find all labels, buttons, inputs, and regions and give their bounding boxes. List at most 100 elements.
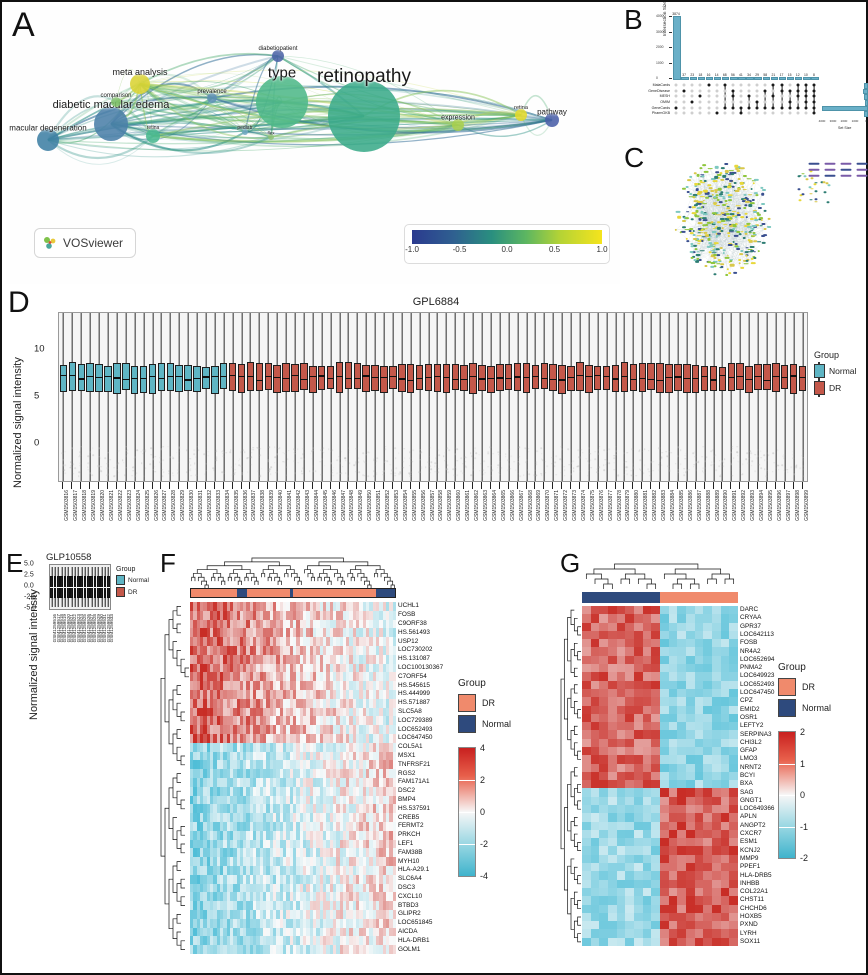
keyword-node[interactable] (207, 93, 217, 103)
heatmap-cell (362, 654, 367, 664)
heatmap-cell (223, 769, 227, 778)
boxplot-outlier (704, 460, 707, 462)
heatmap-cell (712, 630, 721, 640)
heatmap-cell (362, 883, 367, 893)
heatmap-cell (259, 690, 264, 699)
boxplot-outlier (323, 465, 326, 467)
boxplot-outlier (91, 474, 93, 477)
ppi-node (720, 219, 726, 222)
upset-intersection-bar (754, 77, 762, 80)
heatmap-cell (319, 602, 323, 611)
heatmap-cell (239, 619, 244, 629)
boxplot-outlier (706, 456, 708, 459)
heatmap-cell (389, 883, 393, 893)
keyword-node[interactable] (268, 134, 274, 140)
heatmap-cell (356, 848, 360, 858)
boxplot-outlier (241, 471, 243, 474)
keyword-node[interactable] (146, 129, 160, 143)
panel-d-sample-label: GSM1503884 (669, 490, 676, 521)
ppi-node (712, 246, 716, 248)
boxplot-outlier (239, 451, 242, 454)
heatmap-cell (379, 751, 383, 761)
group-annotation-cell (280, 589, 284, 597)
ppi-node (688, 195, 694, 198)
heatmap-cell (203, 628, 207, 638)
keyword-node[interactable] (256, 76, 308, 128)
heatmap-cell (216, 637, 220, 646)
heatmap-cell (326, 848, 330, 858)
boxplot-outlier (172, 472, 174, 474)
heatmap-cell (346, 734, 350, 743)
ppi-node (744, 231, 748, 234)
upset-dot (788, 100, 792, 104)
boxplot-outlier (215, 455, 218, 458)
boxplot-outlier (341, 466, 344, 468)
panel-d-x-tickmark (641, 482, 643, 489)
ppi-node (688, 192, 693, 195)
boxplot-whisker (152, 313, 153, 481)
panel-d-x-tickmark (703, 482, 705, 489)
heatmap-cell (233, 707, 237, 717)
keyword-node[interactable] (515, 109, 527, 121)
keyword-node[interactable] (452, 119, 464, 131)
ppi-node (693, 194, 698, 197)
heatmap-cell (216, 910, 220, 919)
heatmap-cell (359, 918, 363, 928)
ppi-node (711, 223, 716, 225)
keyword-node[interactable] (94, 107, 128, 141)
heatmap-cell (236, 892, 240, 902)
heatmap-cell (309, 760, 313, 770)
ppi-node (741, 200, 746, 202)
heatmap-cell (362, 628, 367, 638)
heatmap-cell (312, 690, 317, 699)
upset-dot (739, 111, 743, 115)
heatmap-cell (634, 655, 643, 665)
heatmap-cell (382, 866, 387, 875)
heatmap-cell (243, 769, 247, 778)
keyword-node[interactable] (37, 129, 59, 151)
panel-d-sample-label: GSM1503860 (456, 490, 463, 521)
heatmap-cell (322, 769, 327, 778)
ppi-node (702, 213, 708, 216)
boxplot-outlier (598, 466, 601, 468)
heatmap-cell (634, 738, 643, 747)
ppi-node (724, 200, 728, 203)
heatmap-cell (236, 883, 240, 893)
keyword-node[interactable] (242, 129, 248, 135)
heatmap-cell (694, 606, 704, 615)
boxplot-outlier (319, 460, 322, 463)
heatmap-cell (309, 901, 313, 910)
heatmap-cell (712, 622, 721, 631)
heatmap-cell (299, 910, 303, 919)
heatmap-cell (703, 771, 712, 781)
ppi-node (756, 212, 760, 215)
keyword-node[interactable] (545, 113, 559, 127)
heatmap-cell (229, 663, 234, 673)
heatmap-cell (243, 734, 247, 743)
heatmap-cell (694, 722, 704, 731)
heatmap-cell (590, 680, 600, 689)
keyword-node[interactable] (328, 80, 400, 152)
heatmap-cell (236, 848, 240, 858)
heatmap-cell (339, 804, 343, 814)
heatmap-cell (362, 901, 367, 910)
keyword-node[interactable] (272, 50, 284, 62)
heatmap-cell (289, 619, 293, 629)
heatmap-cell (668, 738, 678, 747)
upset-set-size-bar (864, 94, 868, 100)
heatmap-cell (216, 945, 220, 954)
boxplot-outlier (256, 447, 258, 449)
ppi-node (715, 248, 720, 251)
boxplot-outlier (293, 451, 296, 454)
heatmap-cell (216, 725, 220, 734)
heatmap-cell (608, 771, 617, 781)
heatmap-cell (246, 830, 250, 840)
boxplot-median (77, 378, 85, 380)
panel-d-x-tickmark (570, 482, 571, 489)
heatmap-cell (608, 763, 617, 772)
keyword-node[interactable] (130, 74, 150, 94)
heatmap-cell (309, 698, 313, 708)
keyword-node[interactable] (111, 97, 121, 107)
heatmap-cell (362, 936, 367, 946)
heatmap-cell (206, 910, 210, 919)
